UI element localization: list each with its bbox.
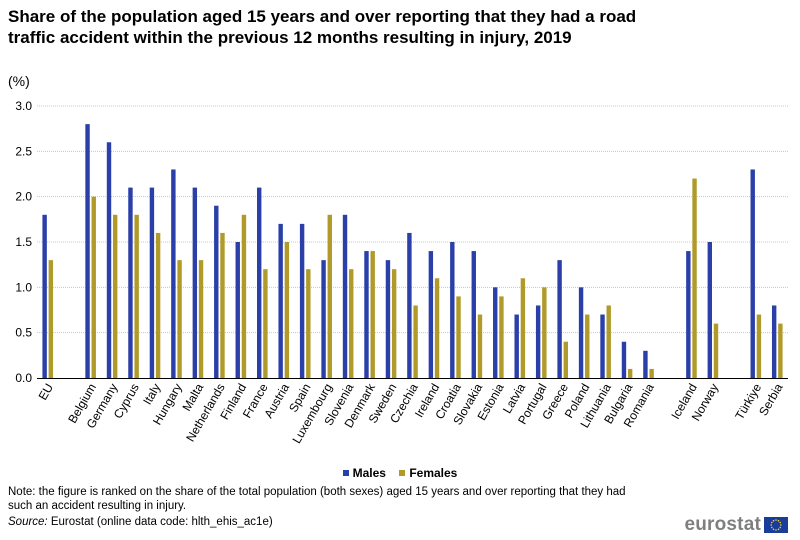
bar-males	[771, 305, 777, 378]
bar-females	[627, 368, 633, 378]
bar-females	[349, 269, 354, 378]
bar-males	[407, 232, 412, 378]
bar-females	[649, 368, 654, 378]
bar-females	[606, 305, 611, 378]
bar-females	[713, 323, 719, 378]
bar-males	[600, 314, 605, 378]
bar-females	[542, 287, 547, 378]
eurostat-logo[interactable]: eurostat	[684, 514, 788, 536]
chart-legend: Males Females	[0, 465, 800, 480]
bar-males	[621, 341, 627, 378]
bar-females	[327, 214, 332, 378]
y-tick-label: 2.0	[15, 190, 32, 204]
chart-note: Note: the figure is ranked on the share …	[8, 486, 626, 512]
y-tick-label: 0.5	[15, 326, 32, 340]
bar-males	[707, 242, 712, 378]
bar-females	[241, 214, 247, 378]
legend-swatch-females	[399, 470, 406, 476]
bar-females	[563, 341, 568, 378]
bar-females	[263, 269, 268, 378]
y-tick-label: 0.0	[15, 371, 32, 385]
y-tick-label: 2.5	[15, 144, 32, 158]
bar-males	[192, 187, 198, 378]
bar-males	[385, 260, 391, 378]
bar-females	[48, 260, 54, 378]
bar-males	[686, 251, 691, 378]
source-label: Source:	[8, 516, 48, 528]
bar-females	[177, 260, 182, 378]
y-tick-label: 3.0	[15, 99, 32, 113]
bar-males	[149, 187, 155, 378]
source-text: Eurostat (online data code: hlth_ehis_ac…	[47, 516, 273, 528]
bar-females	[477, 314, 483, 378]
bar-females	[113, 214, 118, 378]
bar-males	[750, 169, 755, 378]
bar-males	[535, 305, 541, 378]
bar-males	[342, 214, 348, 378]
bar-females	[692, 178, 697, 378]
y-tick-label: 1.0	[15, 280, 32, 294]
chart-source: Source: Eurostat (online data code: hlth…	[8, 516, 273, 528]
legend-item-males[interactable]: Males	[342, 466, 386, 480]
bar-males	[450, 242, 455, 378]
y-tick-label: 1.5	[15, 235, 32, 249]
y-axis-unit-label: (%)	[8, 73, 30, 89]
bar-males	[128, 187, 133, 378]
bar-females	[155, 232, 161, 378]
bar-males	[514, 314, 519, 378]
bar-males	[321, 260, 326, 378]
bar-males	[214, 205, 219, 378]
bar-females	[391, 269, 397, 378]
bar-males	[85, 124, 90, 378]
bar-males	[364, 251, 369, 378]
bar-males	[643, 350, 648, 378]
bar-males	[235, 242, 240, 378]
bar-males	[257, 187, 262, 378]
x-tick-label: EU	[36, 381, 56, 402]
eu-flag-icon	[764, 517, 788, 533]
bar-males	[493, 287, 498, 378]
bar-females	[220, 232, 225, 378]
bar-males	[428, 251, 434, 378]
legend-label-females: Females	[409, 466, 458, 480]
legend-swatch-males	[342, 470, 349, 476]
bar-males	[278, 223, 283, 378]
bar-females	[91, 196, 96, 378]
bar-females	[499, 296, 504, 378]
bar-females	[778, 323, 783, 378]
bar-males	[42, 214, 47, 378]
bar-females	[434, 278, 440, 378]
bar-females	[306, 269, 311, 378]
bar-males	[578, 287, 584, 378]
legend-item-females[interactable]: Females	[399, 466, 457, 480]
bar-females	[413, 305, 418, 378]
bar-females	[585, 314, 590, 378]
bar-females	[370, 251, 375, 378]
bar-males	[299, 223, 305, 378]
x-tick-label: Türkiye	[732, 381, 764, 422]
bar-females	[134, 214, 139, 378]
legend-label-males: Males	[352, 466, 386, 480]
bar-females	[284, 242, 290, 378]
bar-females	[456, 296, 461, 378]
logo-text: eurostat	[684, 514, 761, 535]
bar-males	[106, 142, 112, 378]
bar-males	[171, 169, 176, 378]
bar-males	[471, 251, 476, 378]
bar-males	[557, 260, 562, 378]
bar-females	[520, 278, 526, 378]
bar-females	[198, 260, 204, 378]
bar-females	[756, 314, 762, 378]
chart-title: Share of the population aged 15 years an…	[8, 7, 637, 47]
